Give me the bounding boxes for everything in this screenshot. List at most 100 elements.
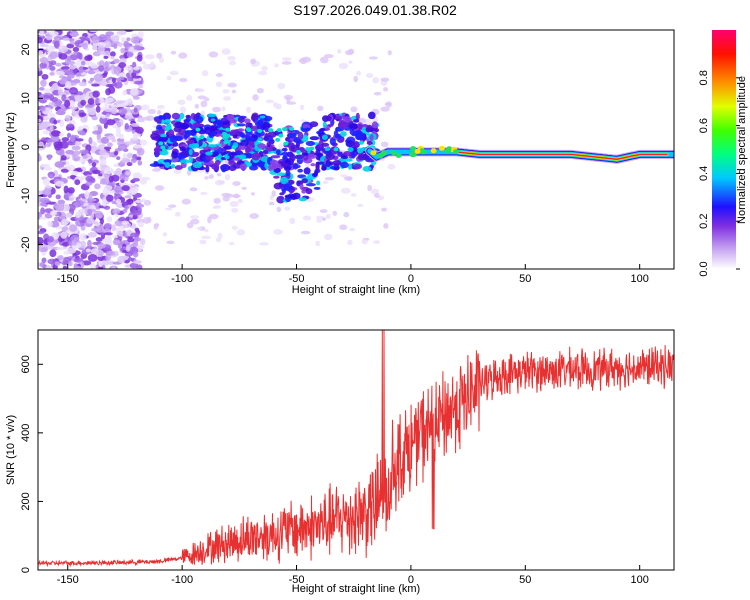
spectrogram-noise-cell (81, 260, 92, 266)
spectrogram-signal-cell (239, 163, 247, 170)
spectrogram-noise-cell (322, 180, 329, 185)
spectrogram-noise-cell (321, 217, 327, 221)
spectrogram-noise-cell (340, 187, 351, 194)
spectrogram-noise-cell (38, 67, 43, 72)
spectrogram-noise-cell (110, 56, 115, 60)
spectrogram-signal-cell (252, 162, 258, 167)
spectrogram-signal-cell (337, 151, 343, 155)
spectrogram-signal-cell (276, 172, 286, 176)
spectrogram-noise-cell (85, 104, 95, 108)
spectrogram-noise-cell (87, 208, 92, 216)
snr-xtick-label: -150 (57, 574, 79, 586)
spectrogram-noise-cell (105, 83, 115, 88)
spectrogram-noise-cell (49, 210, 57, 216)
spectrogram-noise-cell (302, 215, 312, 221)
spectrogram-noise-cell (98, 34, 107, 42)
snr-xlabel: Height of straight line (km) (292, 583, 420, 595)
spectrogram-noise-cell (221, 192, 231, 198)
spectrogram-noise-cell (131, 72, 137, 77)
spectrogram-noise-cell (49, 51, 58, 59)
spectrogram-signal-cell (355, 130, 362, 137)
spectrogram-noise-cell (332, 210, 338, 216)
spectrogram-noise-cell (338, 62, 349, 70)
spectrogram-noise-cell (61, 218, 69, 226)
spectrogram-noise-cell (74, 200, 85, 207)
spectrogram-noise-cell (87, 98, 95, 105)
spectrogram-signal-cell (160, 133, 167, 138)
spectrogram-noise-cell (241, 186, 247, 190)
spectrogram-noise-cell (119, 133, 124, 140)
spectrogram-noise-cell (92, 45, 98, 51)
spectrogram-signal-cell (214, 160, 221, 166)
spectrogram-noise-cell (212, 106, 222, 113)
spectrogram-noise-cell (319, 209, 328, 214)
spectrogram-noise-cell (62, 265, 68, 269)
spectrogram-noise-cell (383, 223, 389, 229)
spectrogram-noise-cell (92, 90, 100, 98)
spectrogram-noise-cell (168, 204, 177, 208)
spectrogram-noise-cell (76, 168, 83, 173)
spectrogram-signal-cell (164, 159, 172, 163)
spectrogram-noise-cell (96, 225, 105, 233)
spectrogram-noise-cell (212, 205, 218, 209)
spectrogram-signal-cell (259, 115, 266, 119)
snr-series-line (38, 330, 674, 568)
spectrogram-noise-cell (117, 230, 124, 237)
spectrogram-noise-cell (350, 106, 358, 113)
spectrogram-noise-cell (97, 266, 104, 269)
spectrogram-signal-cell (220, 117, 227, 122)
spectrogram-noise-cell (54, 180, 65, 187)
spectrogram-noise-cell (105, 113, 110, 118)
spectrogram-noise-cell (284, 206, 291, 211)
spectrogram-track-spot (409, 151, 416, 157)
spectrogram-signal-cell (303, 167, 311, 175)
spectrogram-noise-cell (117, 217, 126, 222)
spectrogram-signal-cell (225, 133, 231, 138)
spectrogram-noise-cell (70, 134, 75, 143)
spectrogram-noise-cell (89, 30, 100, 33)
spectrogram-noise-cell (49, 31, 59, 37)
spectrogram-noise-cell (75, 60, 83, 68)
spectrogram-noise-cell (324, 177, 335, 181)
snr-ytick-label: 600 (20, 355, 32, 373)
spectrogram-noise-cell (380, 141, 389, 148)
spectrogram-signal-cell (257, 129, 263, 134)
spectrogram-noise-cell (47, 220, 53, 227)
spectrogram-noise-cell (129, 262, 139, 269)
spectrogram-noise-cell (88, 137, 93, 145)
spectrogram-noise-cell (196, 88, 205, 93)
spectrogram-noise-cell (48, 113, 56, 119)
spectrogram-noise-cell (181, 198, 191, 205)
spectrogram-noise-cell (162, 232, 168, 237)
spectrogram-signal-cell (188, 155, 193, 164)
spectrogram-signal-cell (319, 127, 326, 132)
spectrogram-xlabel: Height of straight line (km) (292, 284, 420, 296)
spectrogram-signal-cell (231, 145, 237, 150)
spectrogram-noise-cell (112, 208, 121, 215)
spectrogram-noise-cell (133, 66, 140, 71)
spectrogram-noise-cell (53, 40, 60, 48)
spectrogram-signal-cell (239, 132, 245, 138)
spectrogram-noise-cell (204, 228, 209, 233)
spectrogram-frame (37, 29, 675, 270)
spectrogram-signal-cell (164, 161, 171, 169)
spectrogram-signal-cell (160, 145, 166, 150)
spectrogram-signal-cell (223, 145, 233, 150)
spectrogram-track-spot (414, 148, 421, 154)
spectrogram-signal-cell (268, 163, 278, 170)
spectrogram-noise-cell (173, 168, 182, 175)
spectrogram-track-spot (419, 148, 426, 154)
spectrogram-signal-cell (309, 121, 319, 128)
spectrogram-noise-cell (113, 67, 118, 75)
spectrogram-noise-cell (60, 231, 68, 239)
spectrogram-signal-cell (171, 112, 181, 120)
spectrogram-signal-cell (299, 183, 304, 190)
spectrogram-noise-cell (91, 35, 100, 44)
spectrogram-signal-cell (325, 159, 332, 168)
spectrogram-noise-cell (130, 87, 139, 96)
spectrogram-noise-cell (222, 195, 230, 202)
spectrogram-noise-cell (110, 104, 119, 108)
spectrogram-noise-cell (99, 218, 105, 225)
spectrogram-noise-cell (68, 224, 78, 232)
spectrogram-signal-cell (202, 146, 209, 150)
